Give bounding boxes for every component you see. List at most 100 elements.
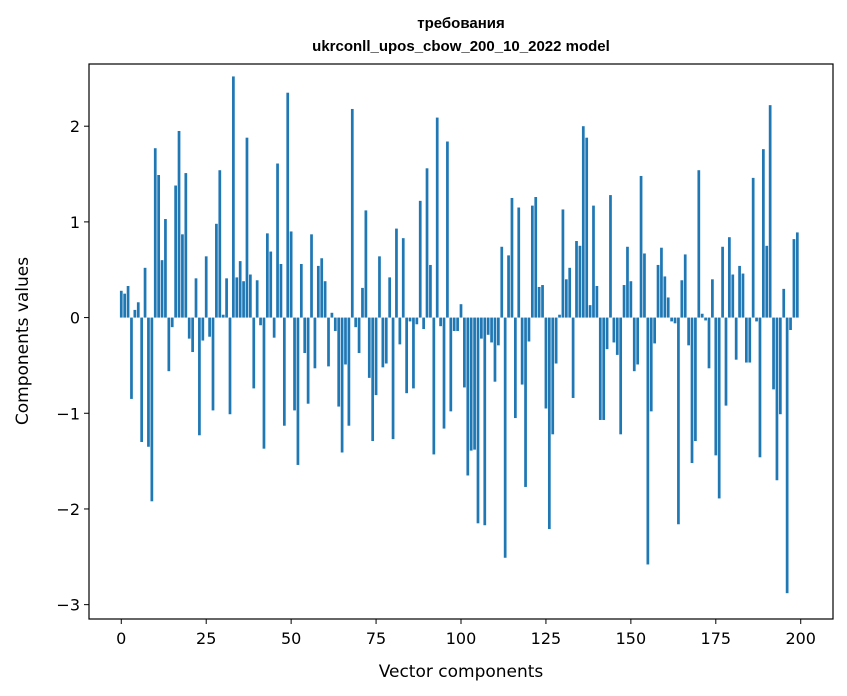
bar [476, 317, 480, 524]
bar [547, 317, 551, 530]
bar [473, 317, 476, 450]
bar [337, 317, 341, 407]
bar [677, 317, 680, 525]
bar [514, 317, 517, 419]
bar [714, 317, 718, 456]
bar [157, 175, 160, 318]
bar [367, 317, 371, 378]
bar [306, 317, 310, 404]
bar [119, 290, 123, 318]
bar [374, 317, 378, 396]
bar [578, 245, 582, 318]
bar [592, 205, 595, 318]
bar [221, 314, 225, 318]
bar [388, 277, 392, 318]
bar [568, 267, 572, 318]
bar [785, 317, 789, 594]
bar [527, 317, 531, 342]
bar [293, 317, 296, 411]
bar [269, 251, 273, 318]
bar [707, 317, 711, 369]
bar [581, 126, 585, 318]
bar [782, 288, 786, 318]
bar [507, 255, 510, 318]
bar [622, 285, 626, 318]
y-axis-label: Components values [13, 257, 33, 425]
bar [646, 317, 650, 565]
bar [262, 317, 266, 449]
bar [520, 317, 524, 385]
bar [143, 267, 147, 318]
bar [632, 317, 636, 372]
bar [276, 163, 279, 318]
bar [690, 317, 694, 464]
bar [510, 197, 514, 318]
y-tick-label: 0 [70, 309, 80, 328]
bar [792, 239, 796, 318]
bar [282, 317, 286, 426]
bar [147, 317, 150, 447]
bar [204, 256, 208, 318]
x-tick-label: 0 [116, 629, 126, 648]
bar [418, 200, 422, 318]
bar [670, 317, 673, 322]
bar [140, 317, 144, 442]
bar [734, 317, 738, 360]
bar [731, 274, 735, 318]
y-tick-label: 2 [70, 117, 80, 136]
plot-frame [88, 63, 834, 620]
bar [191, 317, 194, 353]
bar [232, 76, 235, 318]
bar [249, 274, 252, 318]
bar [639, 175, 643, 318]
bar [371, 317, 375, 442]
bar [449, 317, 453, 412]
bar [789, 317, 792, 331]
bar [381, 317, 385, 368]
bar [486, 317, 490, 335]
bar [245, 137, 249, 318]
y-tick-label: 1 [70, 213, 80, 232]
bar [354, 317, 358, 328]
bar [748, 317, 752, 363]
bar [242, 281, 245, 318]
bar [537, 286, 541, 318]
bar [469, 317, 473, 451]
x-tick-label: 150 [616, 629, 647, 648]
bar [225, 278, 228, 318]
bar [167, 317, 171, 372]
bar [778, 317, 782, 415]
bar [653, 317, 656, 344]
bar [724, 317, 728, 406]
bar [666, 297, 670, 318]
bar [333, 317, 337, 331]
bar [170, 317, 174, 328]
bar [361, 287, 364, 318]
bar [687, 317, 690, 346]
bar [357, 317, 361, 353]
bar [683, 254, 687, 318]
bar [174, 185, 177, 318]
bar [395, 228, 398, 318]
bar [215, 223, 218, 318]
bar [564, 279, 568, 318]
bar [663, 276, 667, 318]
bar [636, 317, 640, 365]
bar [711, 279, 714, 318]
bar [680, 280, 684, 318]
bar [259, 317, 262, 326]
bar [432, 317, 436, 455]
bar [130, 317, 133, 399]
bar [160, 260, 164, 318]
bar [405, 317, 408, 394]
bar [425, 168, 429, 318]
x-tick-label: 75 [366, 629, 386, 648]
bar [490, 317, 493, 343]
bar [187, 317, 191, 339]
bar [694, 317, 697, 442]
bar [429, 264, 432, 318]
bar [697, 170, 701, 318]
y-axis-ticks: −3 −2 −1 0 1 2 [56, 117, 89, 615]
bar [745, 317, 748, 363]
